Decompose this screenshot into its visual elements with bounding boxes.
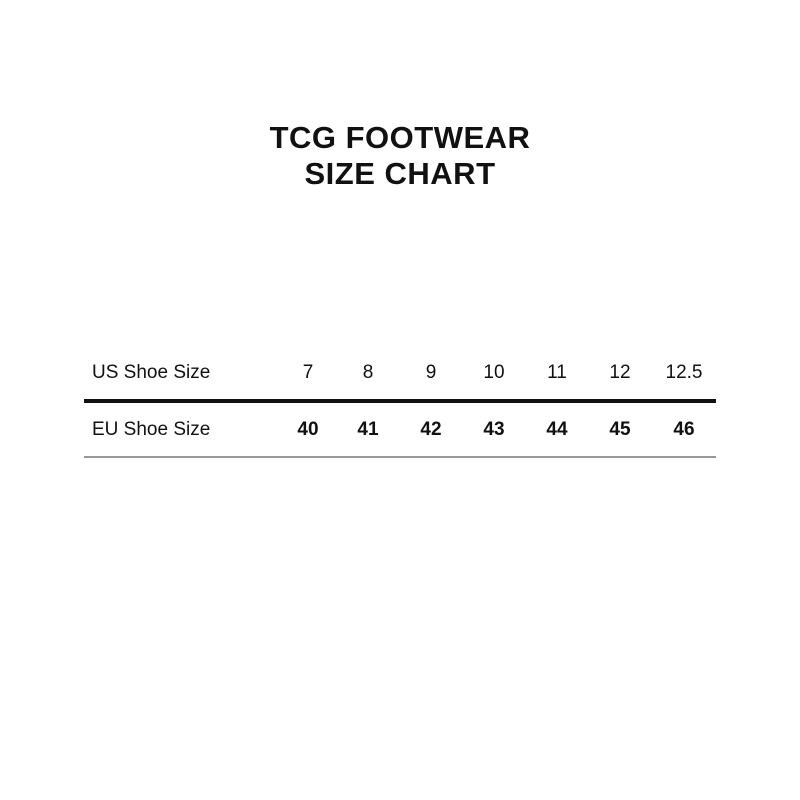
eu-size-cell: 41: [357, 419, 379, 440]
us-size-cell: 8: [362, 362, 374, 383]
table-bottom-divider: [84, 456, 716, 458]
us-size-label: US Shoe Size: [92, 362, 211, 383]
eu-size-label: EU Shoe Size: [92, 419, 211, 440]
eu-size-cell: 44: [546, 419, 568, 440]
eu-size-cell: 42: [420, 419, 442, 440]
us-size-cell: 12.5: [665, 362, 703, 383]
us-size-row: US Shoe Size 7 8 9 10 11 12 12.5: [84, 358, 716, 388]
eu-size-cell: 45: [609, 419, 631, 440]
eu-size-cell: 43: [483, 419, 505, 440]
us-size-cell: 11: [547, 362, 567, 383]
title-line-2: SIZE CHART: [304, 156, 496, 191]
page-title: TCG FOOTWEAR SIZE CHART: [0, 120, 800, 192]
us-size-cell: 12: [609, 362, 631, 383]
us-size-cell: 7: [302, 362, 314, 383]
title-line-1: TCG FOOTWEAR: [269, 120, 531, 155]
us-size-cell: 10: [483, 362, 505, 383]
eu-size-row: EU Shoe Size 40 41 42 43 44 45 46: [84, 415, 716, 445]
header-divider: [84, 399, 716, 403]
eu-size-cell: 40: [297, 419, 319, 440]
us-size-cell: 9: [425, 362, 437, 383]
eu-size-cell: 46: [673, 419, 695, 440]
